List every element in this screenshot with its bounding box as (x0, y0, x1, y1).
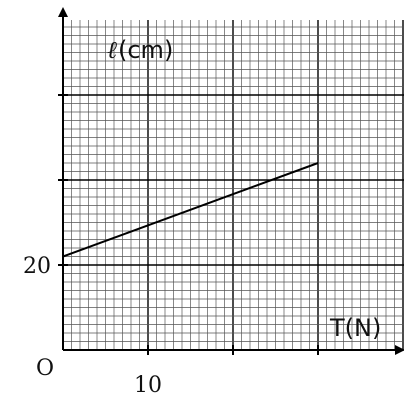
y-axis-symbol: ℓ (107, 36, 117, 64)
series-group (62, 162, 319, 258)
x-axis-title: T(N) (329, 314, 381, 342)
labels: ℓ (cm) T(N) O 10 20 (23, 36, 381, 398)
x-tick-label: 10 (134, 373, 162, 398)
grid (62, 20, 404, 351)
axes (58, 7, 404, 355)
y-tick-label: 20 (23, 254, 51, 279)
series-line (62, 162, 319, 258)
origin-label: O (36, 356, 54, 381)
y-axis-unit: (cm) (118, 36, 173, 64)
